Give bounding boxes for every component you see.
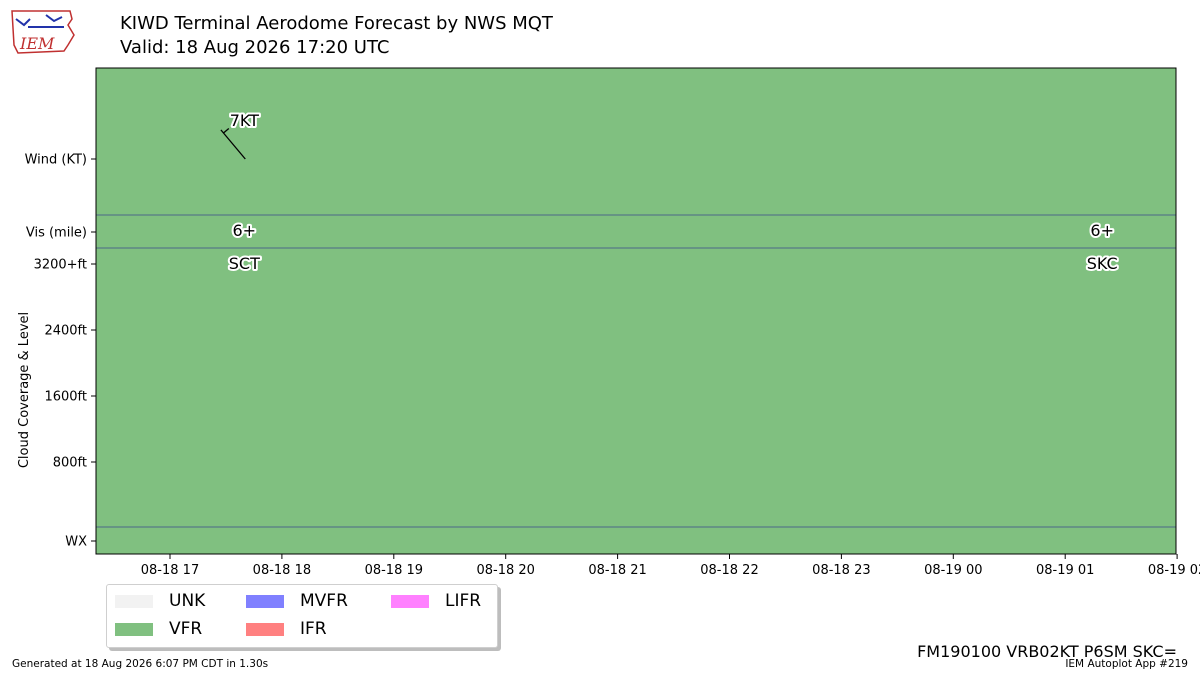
x-tick-label-5: 08-18 22 bbox=[700, 563, 758, 578]
legend-swatch bbox=[246, 622, 284, 636]
chart-title: KIWD Terminal Aerodome Forecast by NWS M… bbox=[120, 13, 553, 34]
legend-swatch bbox=[246, 594, 284, 608]
legend-swatch bbox=[391, 594, 429, 608]
y-axis-title: Cloud Coverage & Level bbox=[17, 312, 32, 468]
legend-label: IFR bbox=[300, 619, 327, 639]
cloud-label-1: SKC bbox=[1087, 254, 1118, 273]
taf-text: FM190100 VRB02KT P6SM SKC= bbox=[917, 642, 1177, 661]
legend-swatch bbox=[115, 622, 153, 636]
legend: UNK MVFR LIFR VFR IFR bbox=[106, 584, 498, 648]
x-tick-label-8: 08-19 01 bbox=[1036, 563, 1094, 578]
y-tick-label-5: 800ft bbox=[53, 456, 87, 471]
wind-barb-shaft-0 bbox=[220, 129, 246, 160]
plot-frame bbox=[95, 67, 1177, 555]
vis-label-0: 6+ bbox=[233, 221, 257, 240]
legend-label: LIFR bbox=[445, 591, 482, 611]
legend-item-ifr: IFR bbox=[246, 619, 327, 639]
category-band-0 bbox=[96, 68, 1176, 554]
logo-text: IEM bbox=[19, 34, 55, 53]
iem-logo: IEM bbox=[11, 10, 75, 54]
legend-item-vfr: VFR bbox=[115, 619, 202, 639]
legend-item-mvfr: MVFR bbox=[246, 591, 348, 611]
chart-subtitle: Valid: 18 Aug 2026 17:20 UTC bbox=[120, 37, 390, 58]
y-tick-label-4: 1600ft bbox=[44, 390, 87, 405]
y-tick-label-6: WX bbox=[65, 535, 87, 550]
legend-item-lifr: LIFR bbox=[391, 591, 481, 611]
y-tick-label-0: Wind (KT) bbox=[25, 153, 87, 168]
x-tick-label-4: 08-18 21 bbox=[588, 563, 646, 578]
wind-label-0: 7KT bbox=[230, 111, 259, 130]
x-tick-label-1: 08-18 18 bbox=[253, 563, 311, 578]
legend-label: UNK bbox=[169, 591, 206, 611]
wind-barb-flag-0 bbox=[223, 127, 230, 134]
y-tick-label-1: Vis (mile) bbox=[26, 226, 87, 241]
y-tick-label-3: 2400ft bbox=[44, 324, 87, 339]
cloud-label-0: SCT bbox=[229, 254, 260, 273]
legend-swatch bbox=[115, 594, 153, 608]
x-tick-label-7: 08-19 00 bbox=[924, 563, 982, 578]
footer-generated: Generated at 18 Aug 2026 6:07 PM CDT in … bbox=[12, 658, 269, 670]
x-tick-label-9: 08-19 02 bbox=[1148, 563, 1200, 578]
y-tick-label-2: 3200+ft bbox=[34, 258, 87, 273]
vis-label-1: 6+ bbox=[1090, 221, 1114, 240]
x-tick-label-2: 08-18 19 bbox=[365, 563, 423, 578]
legend-label: MVFR bbox=[300, 591, 348, 611]
legend-item-unk: UNK bbox=[115, 591, 205, 611]
x-tick-label-6: 08-18 23 bbox=[812, 563, 870, 578]
legend-label: VFR bbox=[169, 619, 203, 639]
x-tick-label-3: 08-18 20 bbox=[476, 563, 534, 578]
x-tick-label-0: 08-18 17 bbox=[141, 563, 199, 578]
footer-app: IEM Autoplot App #219 bbox=[1065, 658, 1188, 670]
